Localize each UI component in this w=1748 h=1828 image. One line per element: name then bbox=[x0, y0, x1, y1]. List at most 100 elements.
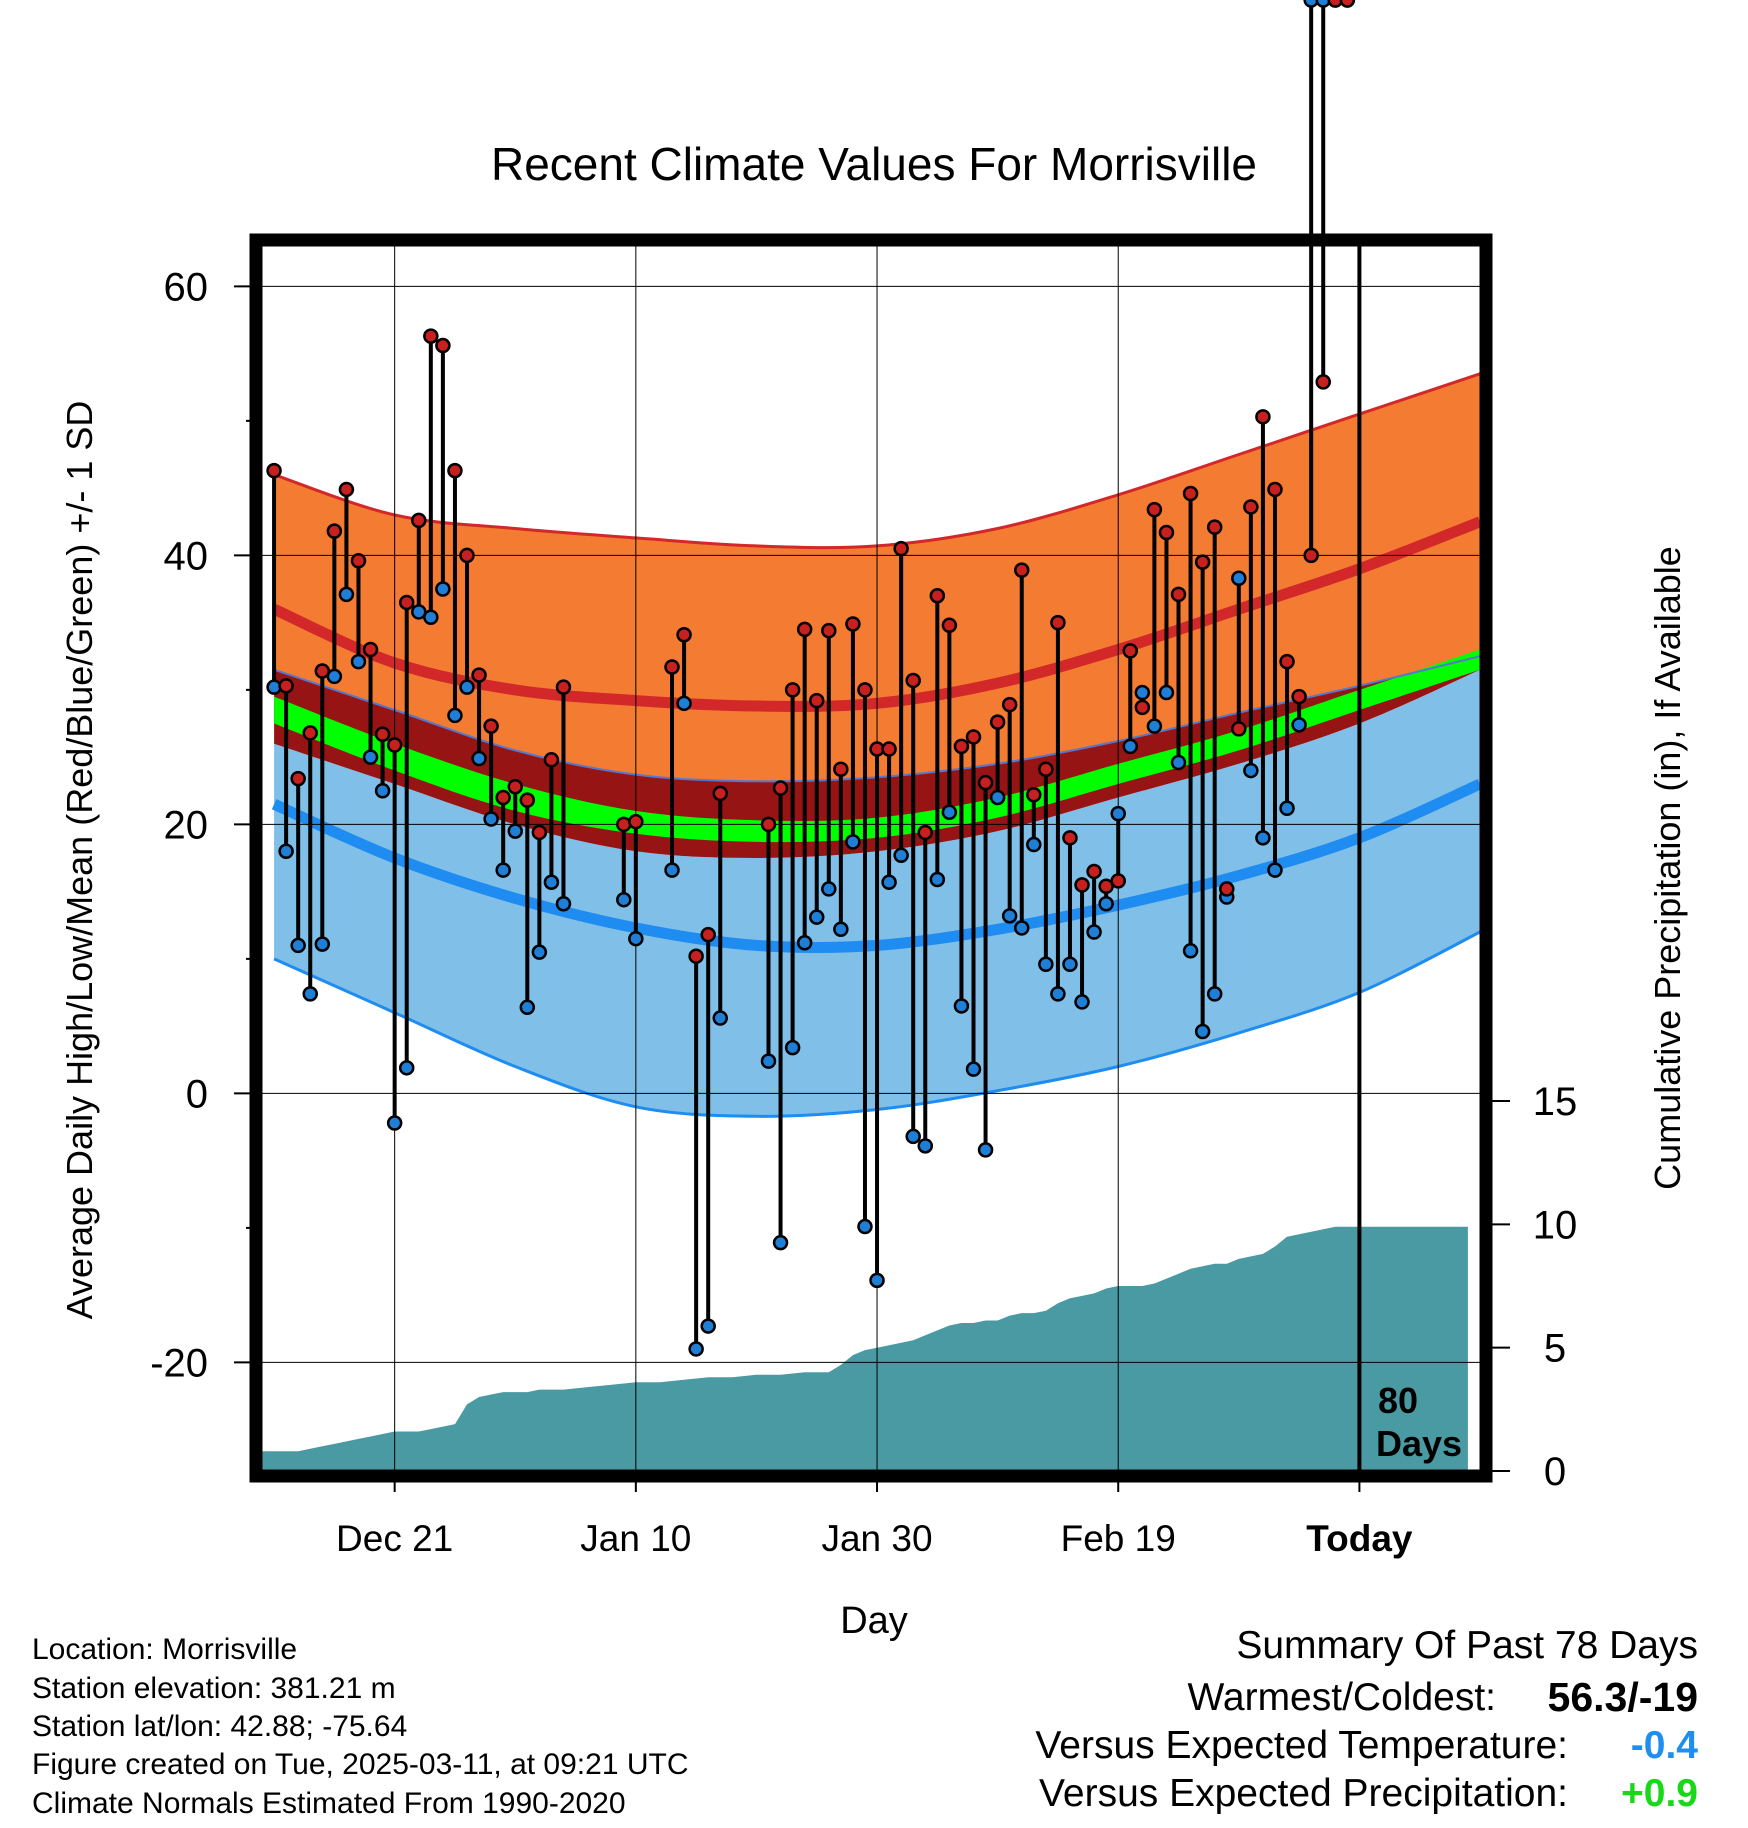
footer-latlon: Station lat/lon: 42.88; -75.64 bbox=[32, 1710, 408, 1743]
axes: Dec 21 Jan 10 Jan 30 Feb 19 Today 60 40 20 0 -20 1… bbox=[150, 265, 1577, 1559]
high-point bbox=[507, 778, 523, 795]
high-point bbox=[953, 738, 970, 755]
low-point bbox=[784, 1039, 801, 1056]
mean-band bbox=[274, 649, 1481, 843]
high-point bbox=[447, 462, 463, 479]
y-tick-label: 20 bbox=[164, 803, 209, 847]
high-point bbox=[278, 678, 294, 694]
low-point bbox=[845, 834, 861, 850]
high-point bbox=[845, 616, 861, 632]
high-point bbox=[495, 789, 511, 806]
high-point bbox=[302, 725, 318, 741]
low-point bbox=[1013, 920, 1030, 936]
high-point bbox=[326, 523, 343, 539]
low-point bbox=[459, 679, 475, 695]
low-point bbox=[1086, 924, 1102, 940]
low-point bbox=[314, 936, 331, 952]
low-point bbox=[821, 881, 837, 897]
chart-title: Recent Climate Values For Morrisville bbox=[491, 138, 1257, 190]
low-point bbox=[1001, 908, 1018, 924]
high-point bbox=[471, 667, 487, 683]
y2-axis-label: Cumulative Precipitation (in), If Availa… bbox=[1647, 546, 1688, 1190]
high-point bbox=[1279, 653, 1295, 670]
low-point bbox=[1170, 754, 1187, 771]
high-point bbox=[808, 692, 825, 709]
low-point bbox=[555, 895, 572, 912]
high-point bbox=[398, 594, 415, 611]
high-point bbox=[700, 926, 716, 943]
low-point bbox=[519, 999, 536, 1016]
low-point bbox=[1050, 986, 1066, 1002]
low-point bbox=[989, 789, 1006, 806]
high-point bbox=[338, 481, 355, 498]
high-point bbox=[1013, 562, 1030, 578]
low-point bbox=[796, 934, 813, 951]
high-point bbox=[929, 587, 946, 604]
high-point bbox=[1206, 519, 1223, 535]
high-point bbox=[1026, 787, 1042, 803]
high-point bbox=[628, 813, 644, 830]
high-point bbox=[543, 752, 560, 768]
high-point bbox=[1158, 524, 1175, 541]
high-point bbox=[796, 621, 813, 638]
low-point bbox=[772, 1234, 789, 1251]
y2-tick-label: 5 bbox=[1544, 1327, 1566, 1371]
low-point bbox=[483, 811, 499, 827]
low-point bbox=[374, 782, 391, 799]
high-point bbox=[1339, 0, 1356, 8]
high-point bbox=[893, 540, 909, 557]
low-point bbox=[1279, 800, 1295, 816]
summary-temp-value: -0.4 bbox=[1630, 1724, 1698, 1767]
low-point bbox=[929, 871, 946, 888]
high-point bbox=[314, 663, 331, 679]
high-point bbox=[1062, 830, 1078, 846]
summary-title: Summary Of Past 78 Days bbox=[1236, 1624, 1698, 1667]
high-point bbox=[1291, 688, 1307, 705]
low-point bbox=[1243, 762, 1259, 779]
high-point bbox=[350, 552, 367, 569]
low-point bbox=[1231, 570, 1247, 586]
low-point bbox=[1026, 836, 1042, 853]
low-point bbox=[290, 937, 306, 954]
summary-precip-label: Versus Expected Precipitation: bbox=[1039, 1772, 1568, 1815]
summary-precip-value: +0.9 bbox=[1621, 1772, 1698, 1815]
low-point bbox=[423, 609, 439, 625]
high-point bbox=[1182, 485, 1199, 502]
low-point bbox=[953, 998, 970, 1014]
high-point bbox=[266, 462, 282, 479]
high-point bbox=[857, 682, 873, 698]
low-point bbox=[1074, 994, 1090, 1010]
low-point bbox=[1146, 718, 1163, 734]
high-point bbox=[1001, 696, 1018, 713]
low-point bbox=[543, 874, 560, 890]
high-point bbox=[965, 729, 982, 745]
low-point bbox=[386, 1115, 403, 1131]
low-point bbox=[338, 586, 355, 603]
low-point bbox=[1194, 1023, 1211, 1040]
low-point bbox=[1255, 830, 1271, 846]
low-point bbox=[278, 843, 294, 860]
low-point bbox=[881, 874, 897, 890]
low-point bbox=[808, 909, 825, 925]
high-point bbox=[1194, 554, 1211, 570]
high-point bbox=[1146, 501, 1163, 518]
low-point bbox=[700, 1318, 716, 1334]
footer-location: Location: Morrisville bbox=[32, 1633, 298, 1666]
low-point bbox=[905, 1128, 921, 1145]
low-point bbox=[1122, 738, 1139, 755]
summary-warm-cold-label: Warmest/Coldest: bbox=[1187, 1676, 1496, 1719]
high-point bbox=[1231, 721, 1247, 737]
low-point bbox=[447, 707, 463, 724]
high-point bbox=[1134, 699, 1151, 716]
summary-temp-label: Versus Expected Temperature: bbox=[1035, 1724, 1568, 1767]
low-point bbox=[1110, 805, 1126, 822]
low-point bbox=[350, 653, 367, 670]
low-point bbox=[1158, 684, 1175, 701]
x-tick-label: Jan 10 bbox=[580, 1518, 691, 1559]
high-point bbox=[519, 792, 536, 808]
high-point bbox=[760, 816, 777, 833]
high-point bbox=[712, 785, 729, 802]
high-point bbox=[1243, 499, 1259, 515]
high-point bbox=[917, 824, 934, 841]
